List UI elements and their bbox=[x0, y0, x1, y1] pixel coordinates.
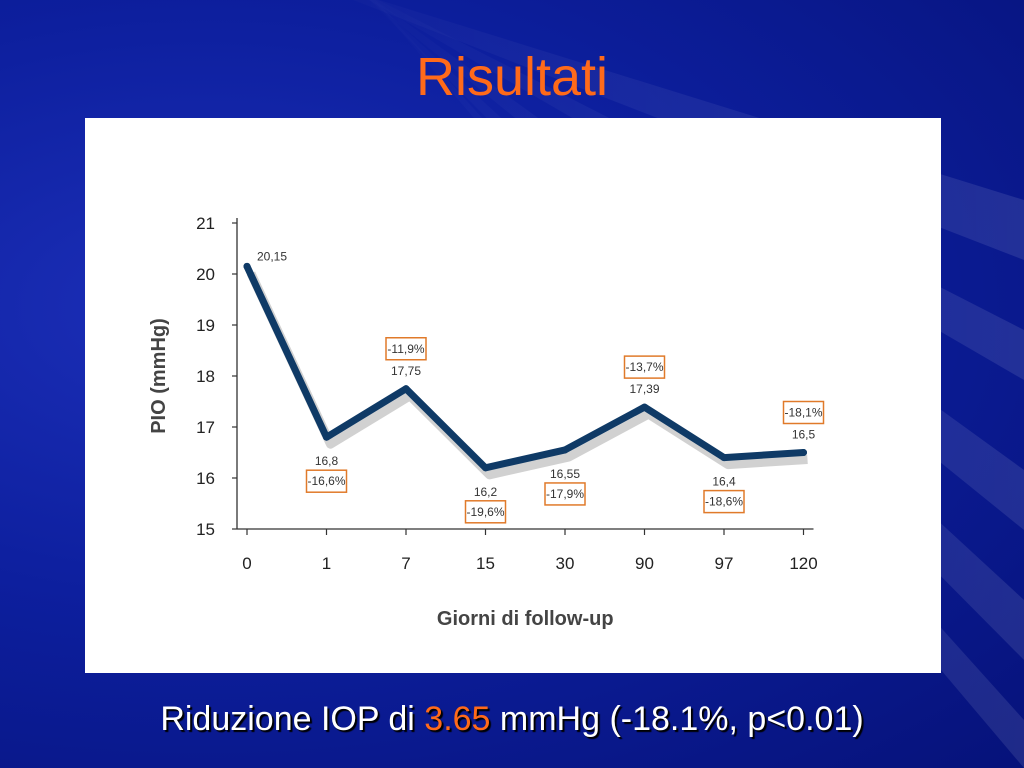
percent-change-label: -13,7% bbox=[625, 360, 663, 374]
x-tick-label: 0 bbox=[242, 554, 251, 573]
series-line-shadow bbox=[246, 271, 808, 480]
percent-change-box bbox=[385, 337, 427, 361]
data-value-label: 16,2 bbox=[474, 485, 498, 499]
data-value-label: 20,15 bbox=[257, 249, 287, 263]
slide-title: Risultati bbox=[415, 47, 609, 107]
percent-change-box bbox=[623, 355, 666, 379]
data-value-label: 16,55 bbox=[550, 467, 580, 481]
percent-change-label: -16,6% bbox=[307, 474, 345, 488]
y-tick-label: 17 bbox=[196, 418, 215, 437]
percent-change-box bbox=[464, 500, 507, 524]
percent-change-box bbox=[544, 482, 586, 506]
percent-change-label: -17,9% bbox=[546, 487, 584, 501]
data-value-label: 17,75 bbox=[391, 364, 421, 378]
percent-change-label: -11,9% bbox=[387, 342, 424, 356]
data-point bbox=[402, 385, 410, 393]
data-value-label: 16,4 bbox=[712, 475, 736, 489]
series-line bbox=[243, 262, 807, 472]
data-value-label: 16,5 bbox=[792, 428, 816, 442]
x-tick-label: 1 bbox=[322, 554, 331, 573]
percent-change-label: -18,1% bbox=[784, 406, 822, 420]
y-tick-label: 21 bbox=[196, 214, 215, 233]
data-point bbox=[243, 262, 251, 270]
data-point bbox=[720, 454, 728, 462]
data-point bbox=[482, 464, 489, 472]
percent-change-box bbox=[305, 469, 348, 493]
x-tick-label: 15 bbox=[476, 554, 495, 573]
y-tick-label: 19 bbox=[196, 316, 215, 335]
data-point bbox=[800, 449, 807, 456]
data-value-label: 16,8 bbox=[315, 454, 339, 468]
caption-text-before: Riduzione IOP di bbox=[160, 700, 425, 738]
data-point bbox=[561, 446, 569, 454]
x-tick-label: 7 bbox=[401, 554, 410, 573]
x-tick-label: 120 bbox=[789, 554, 817, 573]
x-tick-label: 97 bbox=[715, 554, 734, 573]
caption-highlight-value: 3.65 bbox=[424, 700, 491, 738]
y-tick-label: 16 bbox=[196, 469, 215, 488]
y-tick-label: 18 bbox=[196, 367, 215, 386]
x-axis-label: Giorni di follow-up bbox=[437, 608, 614, 630]
x-tick-label: 30 bbox=[556, 554, 575, 573]
data-value-label: 17,39 bbox=[629, 382, 659, 396]
x-tick-label: 90 bbox=[635, 554, 654, 573]
y-tick-label: 20 bbox=[196, 265, 215, 284]
percent-change-box bbox=[703, 489, 745, 514]
chart-panel: 15 16 17 18 19 20 21 0 1 7 15 30 90 97 120 Giorni di fo… bbox=[85, 118, 941, 673]
y-axis-label: PIO (mmHg) bbox=[148, 318, 170, 434]
data-point bbox=[641, 403, 648, 411]
percent-change-box bbox=[782, 400, 825, 425]
y-tick-label: 15 bbox=[196, 520, 215, 539]
data-point bbox=[323, 433, 330, 441]
slide-caption: Riduzione IOP di 3.65 mmHg (-18.1%, p<0.… bbox=[0, 700, 1024, 739]
percent-change-label: -19,6% bbox=[466, 505, 504, 519]
percent-change-label: -18,6% bbox=[705, 495, 743, 509]
caption-text-after: mmHg (-18.1%, p<0.01) bbox=[490, 700, 864, 738]
